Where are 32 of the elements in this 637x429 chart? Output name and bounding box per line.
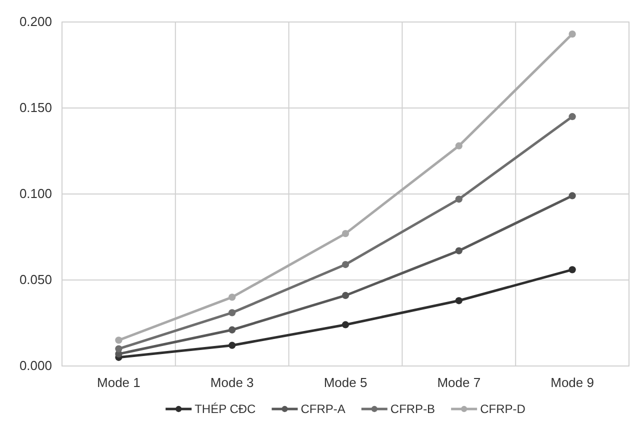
x-tick-label: Mode 1: [97, 375, 140, 390]
point: [115, 336, 122, 344]
y-tick-label: 0.000: [19, 358, 52, 374]
legend-label: THÉP CĐC: [194, 402, 256, 416]
point: [228, 294, 236, 301]
point: [115, 345, 122, 352]
legend-label: CFRP-D: [480, 402, 526, 416]
x-tick-label: Mode 5: [324, 375, 368, 390]
y-tick-label: 0.150: [19, 100, 52, 116]
point: [568, 113, 576, 120]
point: [568, 192, 576, 200]
point: [455, 142, 462, 150]
point: [228, 326, 236, 334]
x-tick-label: Mode 3: [210, 375, 254, 390]
y-tick-label: 0.050: [19, 272, 52, 288]
y-tick-label: 0.200: [19, 14, 52, 30]
legend-label: CFRP-A: [300, 402, 346, 416]
point: [342, 292, 350, 300]
point: [455, 297, 462, 304]
point: [568, 30, 576, 38]
x-tick-label: Mode 7: [437, 375, 481, 390]
point: [228, 309, 236, 316]
point: [342, 230, 350, 238]
y-tick-label: 0.100: [19, 186, 52, 202]
legend-label: CFRP-B: [390, 402, 436, 416]
x-tick-label: Mode 9: [550, 375, 594, 390]
point: [228, 342, 236, 349]
point: [342, 260, 350, 268]
point: [342, 321, 350, 328]
point: [455, 247, 462, 254]
point: [568, 266, 576, 274]
point: [455, 196, 462, 203]
